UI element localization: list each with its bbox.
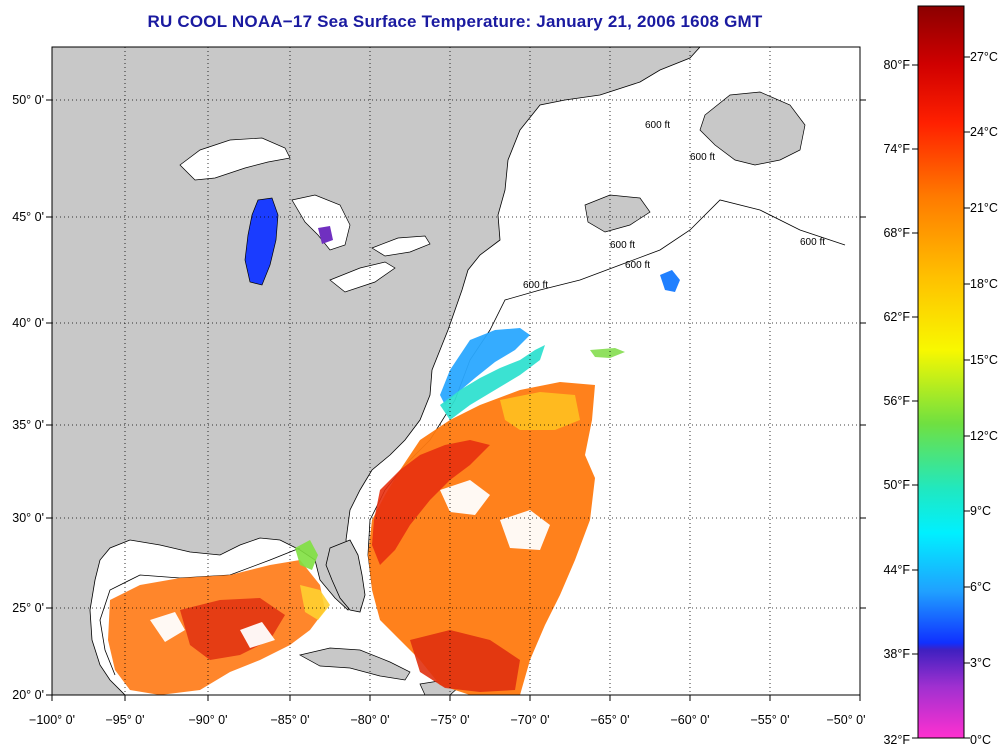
land-north-america <box>52 47 701 695</box>
colorbar-c-label: 0°C <box>970 733 991 747</box>
cloud-gap-3 <box>150 612 185 642</box>
contour-label-2: 600 ft <box>690 152 715 163</box>
colorbar-c-label: 24°C <box>970 125 998 139</box>
lon-label: −75° 0' <box>430 713 469 727</box>
lon-label: −50° 0' <box>826 713 865 727</box>
contour-label-1: 600 ft <box>645 120 670 131</box>
colorbar-f-label: 32°F <box>883 733 910 747</box>
land-florida <box>325 539 366 613</box>
sst-yellow-patches <box>500 392 580 430</box>
lon-label: −95° 0' <box>105 713 144 727</box>
cloud-gap-4 <box>240 622 275 648</box>
lon-label: −60° 0' <box>670 713 709 727</box>
lon-label: −65° 0' <box>590 713 629 727</box>
contour-label-5: 600 ft <box>625 260 650 271</box>
colorbar-f-label: 38°F <box>883 647 910 661</box>
land-newfoundland <box>699 91 806 166</box>
colorbar-c-label: 3°C <box>970 656 991 670</box>
lat-label: 50° 0' <box>12 93 44 107</box>
colorbar-f-label: 56°F <box>883 394 910 408</box>
cloud-gap-2 <box>500 510 550 550</box>
lat-label: 40° 0' <box>12 316 44 330</box>
lon-label: −55° 0' <box>750 713 789 727</box>
lake-ontario <box>371 235 431 257</box>
map-title: RU COOL NOAA−17 Sea Surface Temperature:… <box>147 12 763 31</box>
map-frame <box>51 46 861 696</box>
sst-gulf-stream-core <box>372 440 490 565</box>
colorbar-c-label: 6°C <box>970 580 991 594</box>
contour-label-4: 600 ft <box>610 240 635 251</box>
lon-label: −100° 0' <box>29 713 75 727</box>
lat-label: 45° 0' <box>12 210 44 224</box>
sst-small-blue-patch <box>660 270 680 292</box>
colorbar-c-label: 15°C <box>970 353 998 367</box>
land-nova-scotia <box>584 194 651 233</box>
lake-michigan <box>244 197 279 286</box>
colorbar: 80°F 74°F 68°F 62°F 56°F 50°F 44°F 38°F … <box>883 5 998 747</box>
lat-label: 20° 0' <box>12 688 44 702</box>
lake-huron-cold <box>318 226 333 244</box>
lon-label: −90° 0' <box>188 713 227 727</box>
colorbar-f-label: 74°F <box>883 142 910 156</box>
sst-small-green-patch <box>590 348 625 358</box>
lon-label: −80° 0' <box>350 713 389 727</box>
colorbar-gradient <box>917 5 965 739</box>
sst-gulf-yellow <box>300 585 330 620</box>
colorbar-c-label: 12°C <box>970 429 998 443</box>
gulf-shelf-contour <box>99 547 301 676</box>
colorbar-c-label: 27°C <box>970 50 998 64</box>
colorbar-f-label: 62°F <box>883 310 910 324</box>
land-cuba <box>299 647 411 681</box>
lake-huron <box>291 194 351 251</box>
colorbar-c-label: 9°C <box>970 504 991 518</box>
colorbar-c-label: 18°C <box>970 277 998 291</box>
lon-label: −85° 0' <box>270 713 309 727</box>
lake-erie <box>329 261 396 293</box>
sst-cold-shelf <box>440 328 530 405</box>
map-plot-area: 600 ft 600 ft 600 ft 600 ft 600 ft 600 f… <box>52 47 860 695</box>
sst-cyan-band <box>440 345 545 420</box>
sst-gulf-green-coast <box>295 540 318 570</box>
lake-superior <box>179 137 291 181</box>
colorbar-f-label: 50°F <box>883 478 910 492</box>
contour-label-6: 600 ft <box>523 280 548 291</box>
lat-label: 30° 0' <box>12 511 44 525</box>
colorbar-f-label: 80°F <box>883 58 910 72</box>
lon-label: −70° 0' <box>510 713 549 727</box>
lat-label: 35° 0' <box>12 418 44 432</box>
colorbar-f-label: 44°F <box>883 563 910 577</box>
colorbar-c-label: 21°C <box>970 201 998 215</box>
lat-label: 25° 0' <box>12 601 44 615</box>
contour-label-3: 600 ft <box>800 237 825 248</box>
graticule <box>52 47 860 695</box>
sst-caribbean-red <box>410 630 520 692</box>
axis-ticks <box>46 99 866 701</box>
cloud-gap-1 <box>440 480 490 515</box>
colorbar-f-label: 68°F <box>883 226 910 240</box>
